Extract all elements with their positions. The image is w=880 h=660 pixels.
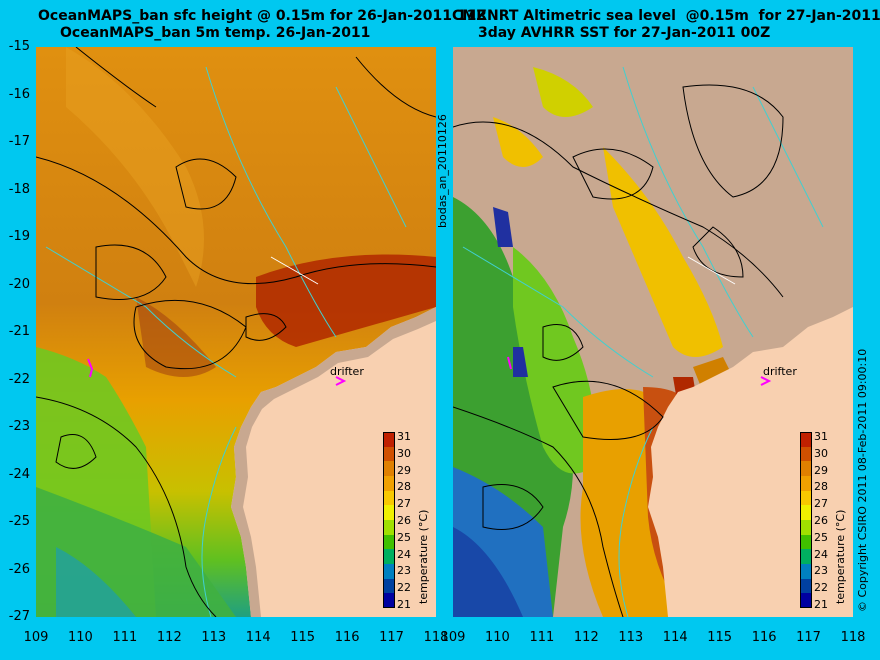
- x-tick-label: 109: [440, 630, 466, 645]
- x-tick-label: 117: [796, 630, 821, 645]
- x-tick-label: 114: [662, 630, 688, 645]
- colorbar-segment: [800, 520, 812, 536]
- colorbar-tick-label: 25: [397, 530, 411, 544]
- x-tick-label: 112: [156, 630, 182, 645]
- x-tick-label: 118: [840, 630, 866, 645]
- colorbar-segment: [383, 490, 395, 506]
- x-tick-label: 113: [201, 630, 227, 645]
- colorbar-tick-label: 21: [397, 598, 411, 611]
- x-tick-label: 118: [423, 630, 449, 645]
- y-tick-label: -26: [8, 561, 30, 577]
- colorbar-tick-label: 31: [814, 430, 828, 443]
- colorbar-tick-label: 26: [814, 514, 828, 527]
- y-tick-label: -19: [8, 229, 30, 244]
- y-tick-label: -25: [8, 514, 30, 529]
- y-tick-label: -16: [8, 86, 30, 102]
- colorbar-frame: [800, 432, 812, 608]
- y-tick-label: -23: [8, 419, 30, 434]
- left-title-line1: OceanMAPS_ban sfc height @ 0.15m for 26-…: [38, 8, 487, 24]
- colorbar-title: temperature (°C): [834, 509, 847, 604]
- colorbar-frame: [383, 432, 395, 608]
- x-tick-label: 111: [529, 630, 555, 645]
- colorbar-tick-label: 27: [814, 497, 828, 511]
- x-tick-label: 114: [245, 630, 271, 645]
- right-title-line1: CMRNRT Altimetric sea level @0.15m for 2…: [452, 8, 880, 24]
- colorbar-tick-label: 24: [814, 547, 828, 561]
- colorbar-tick-label: 27: [397, 497, 411, 511]
- y-tick-label: -21: [8, 324, 30, 339]
- colorbar-tick-label: 23: [814, 564, 828, 578]
- y-tick-label: -22: [8, 371, 30, 387]
- colorbar-segment: [800, 578, 812, 594]
- x-tick-label: 116: [334, 630, 360, 645]
- colorbar-tick-label: 29: [397, 463, 411, 477]
- colorbar-segment: [383, 446, 395, 462]
- run-id-label: bodas_an_20110126: [436, 114, 449, 228]
- colorbar-tick-label: 31: [397, 430, 411, 443]
- colorbar-segment: [383, 549, 395, 565]
- x-tick-label: 110: [485, 630, 510, 645]
- colorbar-segment: [800, 476, 812, 492]
- right-title-line2: 3day AVHRR SST for 27-Jan-2011 00Z: [478, 25, 771, 41]
- colorbar-tick-label: 25: [814, 530, 828, 544]
- colorbar-tick-label: 22: [397, 581, 411, 595]
- colorbar-tick-label: 28: [814, 480, 828, 494]
- left-title-line2: OceanMAPS_ban 5m temp. 26-Jan-2011: [60, 25, 371, 41]
- y-tick-label: -15: [8, 39, 30, 54]
- colorbar-segment: [383, 593, 395, 609]
- colorbar-tick-label: 23: [397, 564, 411, 578]
- right-map: [453, 47, 853, 617]
- colorbar-segment: [800, 446, 812, 462]
- colorbar-segment: [800, 432, 812, 448]
- colorbar-segment: [383, 564, 395, 580]
- colorbar-title: temperature (°C): [417, 509, 430, 604]
- colorbar-segment: [383, 520, 395, 536]
- y-tick-label: -24: [8, 466, 30, 482]
- x-tick-label: 110: [68, 630, 93, 645]
- colorbar-segment: [800, 461, 812, 477]
- x-tick-label: 111: [112, 630, 138, 645]
- colorbar-tick-label: 29: [814, 463, 828, 477]
- colorbar-tick-label: 22: [814, 581, 828, 595]
- colorbar-tick-label: 28: [397, 480, 411, 494]
- colorbar-segment: [383, 461, 395, 477]
- right-drifter-label: drifter: [763, 365, 797, 378]
- y-tick-label: -27: [8, 609, 30, 624]
- x-tick-label: 112: [573, 630, 599, 645]
- x-tick-label: 109: [23, 630, 49, 645]
- colorbar-tick-label: 30: [814, 446, 828, 460]
- colorbar-segment: [800, 593, 812, 609]
- colorbar-segment: [383, 476, 395, 492]
- x-tick-label: 113: [618, 630, 644, 645]
- x-tick-label: 115: [290, 630, 316, 645]
- colorbar-segment: [800, 490, 812, 506]
- colorbar-segment: [383, 505, 395, 521]
- copyright-label: © Copyright CSIRO 2011 08-Feb-2011 09:00…: [856, 348, 869, 612]
- colorbar-segment: [800, 505, 812, 521]
- colorbar-tick-label: 21: [814, 598, 828, 611]
- colorbar-segment: [800, 564, 812, 580]
- y-tick-label: -17: [8, 134, 30, 149]
- left-map: [36, 47, 436, 617]
- x-tick-label: 116: [751, 630, 777, 645]
- x-tick-label: 117: [379, 630, 404, 645]
- left-drifter-label: drifter: [330, 365, 364, 378]
- colorbar-tick-label: 24: [397, 547, 411, 561]
- y-tick-label: -18: [8, 181, 30, 197]
- colorbar-segment: [800, 549, 812, 565]
- colorbar-segment: [383, 578, 395, 594]
- colorbar-segment: [383, 534, 395, 550]
- colorbar-segment: [383, 432, 395, 448]
- colorbar-tick-label: 30: [397, 446, 411, 460]
- colorbar-segment: [800, 534, 812, 550]
- y-tick-label: -20: [8, 276, 30, 292]
- colorbar-tick-label: 26: [397, 514, 411, 527]
- x-tick-label: 115: [707, 630, 733, 645]
